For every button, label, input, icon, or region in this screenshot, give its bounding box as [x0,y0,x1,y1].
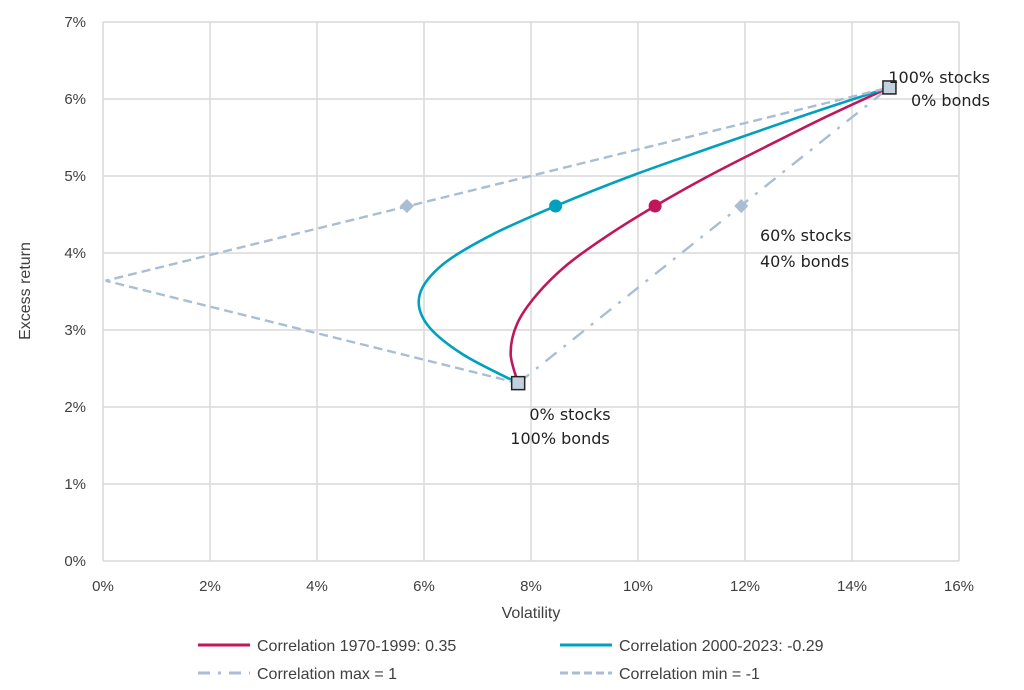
endpoint-label-bonds-2: 100% bonds [510,429,609,448]
y-axis-label: Excess return [17,242,34,340]
x-axis-label: Volatility [502,605,561,622]
legend-label-corr-1970: Correlation 1970-1999: 0.35 [257,638,456,655]
endpoint-marker-stocks [882,80,897,95]
y-tick-label: 4% [64,245,86,262]
grid [102,21,960,562]
series-corr-max-60-40-marker [734,198,749,214]
series-corr-min-60-40-marker [399,198,414,214]
series-corr-1970-1999-60-40-marker [648,199,662,213]
y-tick-label: 7% [64,14,86,31]
series-corr-min [105,86,890,385]
endpoint-label-stocks-1: 100% stocks [888,68,990,87]
x-tick-label: 8% [520,578,542,595]
series-corr-2000-2023-60-40-marker [549,199,563,213]
annotation-60-40-2: 40% bonds [760,252,849,271]
endpoint-label-bonds-1: 0% stocks [529,405,610,424]
legend: Correlation 1970-1999: 0.35 Correlation … [198,638,824,683]
y-tick-label: 6% [64,91,86,108]
legend-label-corr-max: Correlation max = 1 [257,666,397,683]
x-tick-label: 4% [306,578,328,595]
x-tick-label: 16% [944,578,974,595]
endpoint-label-stocks-2: 0% bonds [911,91,990,110]
x-tick-label: 10% [623,578,653,595]
annotation-60-40-1: 60% stocks [760,226,851,245]
endpoint-marker-bonds [510,375,526,391]
y-tick-label: 3% [64,322,86,339]
series-corr-1970-1999 [509,86,890,384]
markers-group [399,80,897,391]
x-tick-label: 12% [730,578,760,595]
legend-label-corr-min: Correlation min = -1 [619,666,760,683]
y-tick-label: 5% [64,168,86,185]
y-tick-label: 0% [64,553,86,570]
x-tick-label: 2% [199,578,221,595]
y-tick-label: 1% [64,476,86,493]
x-tick-label: 14% [837,578,867,595]
legend-label-corr-2000: Correlation 2000-2023: -0.29 [619,638,824,655]
tick-labels: 0% 2% 4% 6% 8% 10% 12% 14% 16% 0% 1% 2% 3% 4% 5% 6% 7% [64,14,974,595]
series-group [105,86,891,385]
y-tick-label: 2% [64,399,86,416]
series-corr-2000-2023 [417,86,890,385]
x-tick-label: 6% [413,578,435,595]
series-corr-max [517,86,891,385]
x-tick-label: 0% [92,578,114,595]
